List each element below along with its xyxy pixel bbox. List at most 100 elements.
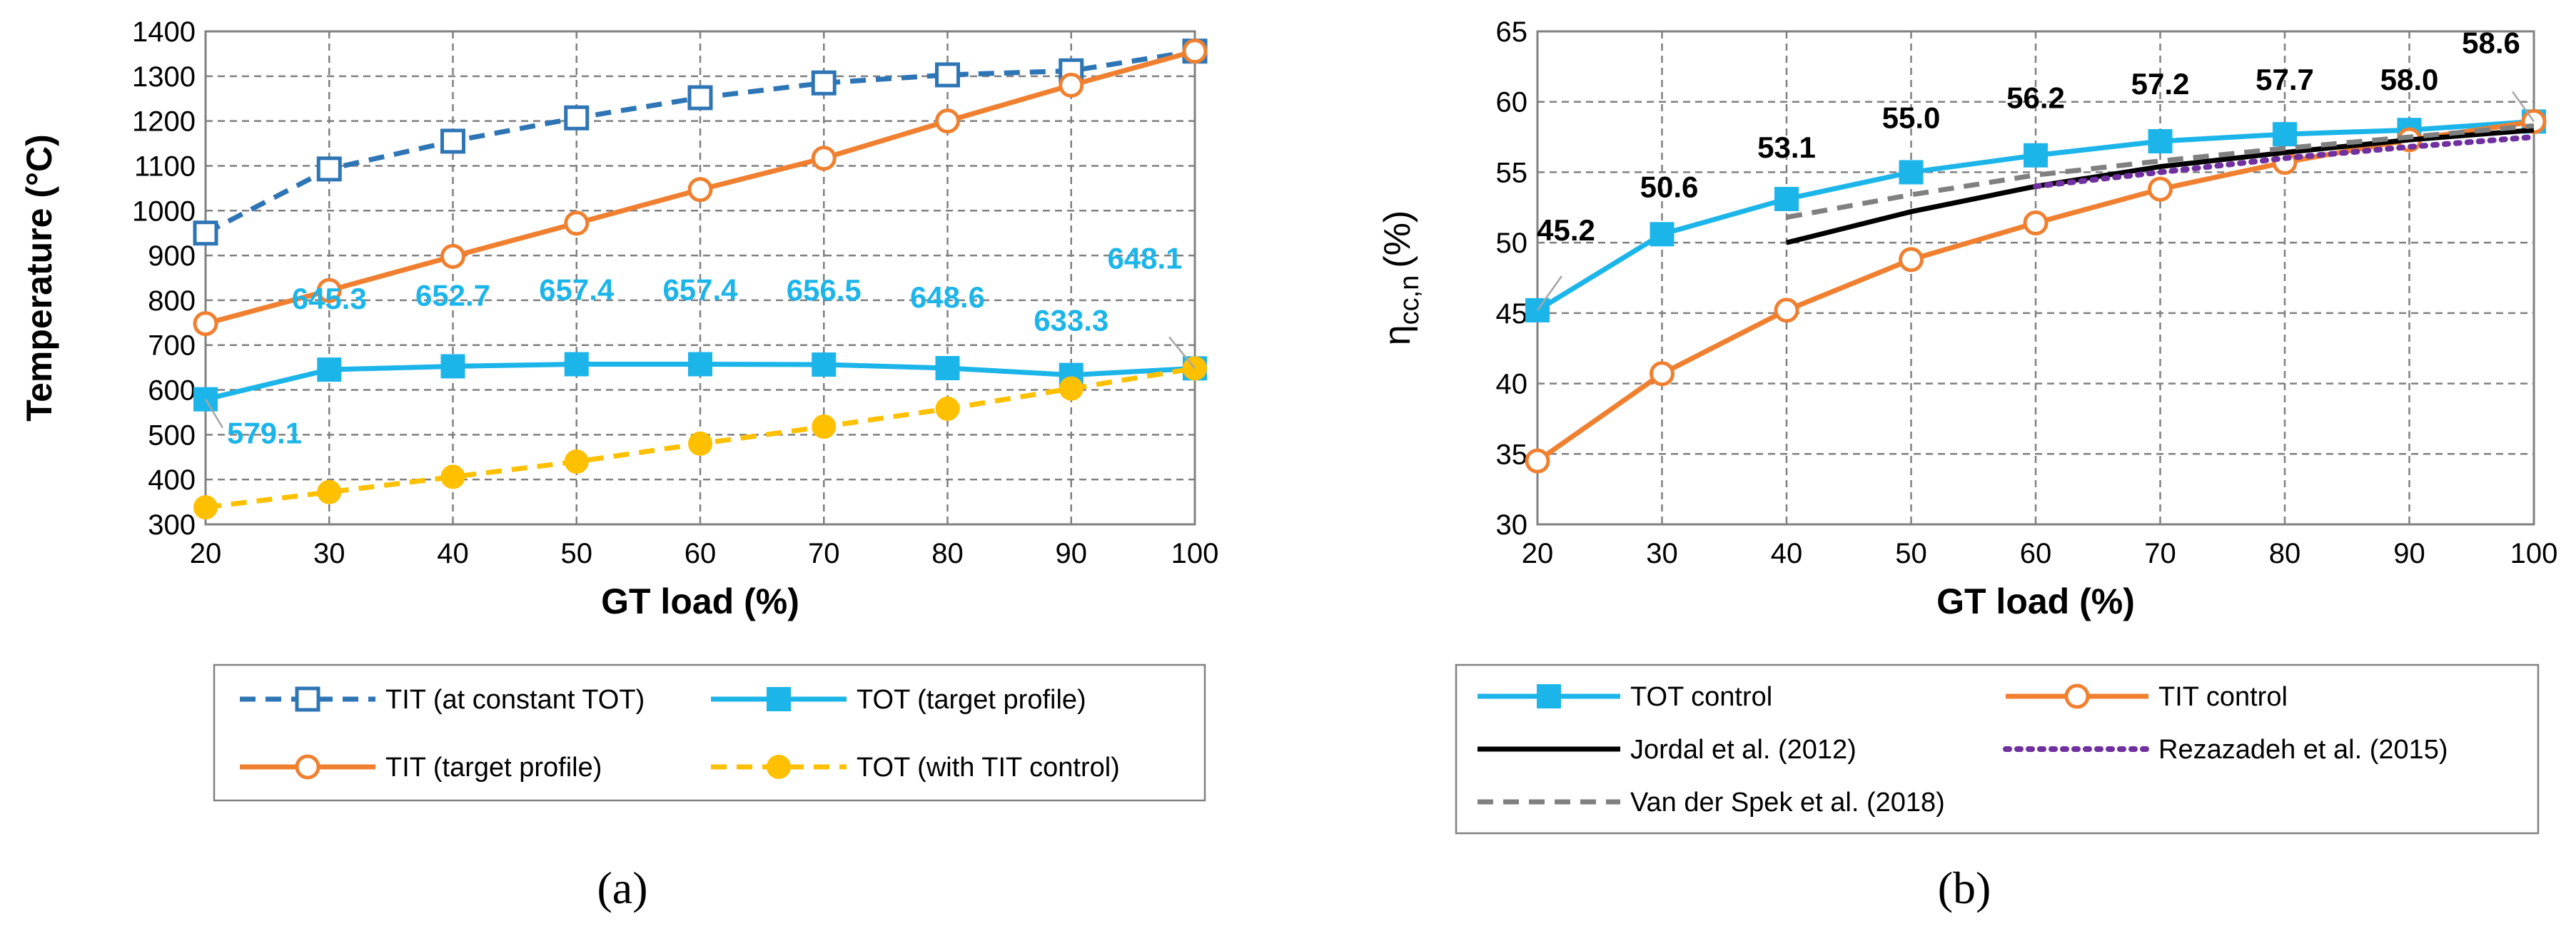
legend-item: TIT (target profile): [240, 753, 602, 783]
y-tick-label: 1000: [132, 195, 196, 227]
legend: TOT control TIT control Jordal et al. (201…: [1455, 663, 2540, 835]
x-tick-label: 70: [808, 538, 840, 569]
plot-frame: [204, 30, 1196, 526]
y-tick-label: 900: [148, 240, 196, 272]
data-point: [811, 70, 837, 96]
data-point: [564, 449, 589, 474]
x-tick-label: 80: [931, 538, 964, 569]
y-axis-title: ηcc,n (%): [1377, 210, 1425, 346]
y-tick-label: 1200: [132, 106, 196, 138]
data-point: [1525, 448, 1550, 474]
legend-item: TOT (with TIT control): [711, 753, 1120, 783]
y-tick-label: 40: [1496, 369, 1528, 400]
data-point: [317, 479, 342, 504]
data-label: 648.6: [910, 280, 985, 314]
data-point: [1183, 356, 1207, 381]
data-point: [687, 177, 713, 203]
x-tick-label: 70: [2144, 538, 2176, 569]
legend-label: Rezazadeh et al. (2015): [2158, 735, 2448, 765]
legend-item: Jordal et al. (2012): [1478, 735, 1857, 765]
x-tick-label: 40: [437, 538, 469, 569]
legend-swatch-marker: [2064, 683, 2090, 709]
x-tick-label: 100: [1171, 538, 1219, 569]
data-label: 579.1: [227, 417, 302, 450]
data-point: [193, 220, 218, 246]
chart-a: 20 30 40 50 60 70 80 90 100 300 400 500 600 700 800 900…: [19, 16, 1218, 913]
data-point: [811, 146, 837, 171]
legend-box: [213, 663, 1206, 802]
x-tick-label: 50: [561, 538, 593, 569]
x-tick-label: 40: [1771, 538, 1803, 569]
data-label: 58.6: [2462, 26, 2520, 59]
data-point: [2273, 122, 2297, 147]
data-point: [440, 243, 465, 269]
data-point: [1899, 247, 1924, 273]
legend-swatch-marker: [295, 686, 320, 712]
y-axis-title-symbol: η: [1377, 325, 1418, 345]
data-point: [317, 357, 342, 382]
y-tick-label: 60: [1496, 87, 1528, 118]
legend-label: TOT (target profile): [857, 685, 1086, 715]
y-tick-label: 800: [148, 285, 196, 317]
data-label: 56.2: [2006, 81, 2065, 115]
legend-item: Van der Spek et al. (2018): [1478, 788, 1945, 818]
data-point: [1182, 39, 1208, 64]
legend-label: TIT (at constant TOT): [385, 685, 645, 715]
data-label-leader: [1168, 336, 1196, 370]
data-label: 53.1: [1757, 131, 1816, 164]
data-point: [1059, 72, 1084, 98]
x-tick-label: 30: [1646, 538, 1678, 569]
series-line: [1786, 127, 2535, 245]
data-point: [1650, 361, 1675, 387]
x-axis-title: GT load (%): [1936, 581, 2135, 621]
x-tick-label: 80: [2269, 538, 2301, 569]
y-tick-label: 45: [1496, 298, 1528, 330]
data-point: [2148, 176, 2173, 202]
legend-item: TOT control: [1478, 682, 1772, 712]
data-label-leader: [2511, 91, 2535, 123]
data-label: 57.7: [2256, 63, 2314, 96]
legend-label: TIT control: [2158, 682, 2288, 712]
data-point: [935, 108, 960, 134]
y-tick-label: 1100: [134, 151, 196, 182]
data-point: [935, 62, 960, 88]
data-point: [2024, 143, 2048, 168]
data-point: [935, 356, 960, 381]
panel-label: (b): [1938, 863, 1991, 913]
data-point: [440, 354, 465, 379]
legend-item: TIT (at constant TOT): [240, 685, 645, 715]
plot-frame: [1536, 30, 2535, 526]
y-tick-label: 65: [1496, 16, 1528, 48]
data-point: [688, 431, 712, 456]
series-van-der-spek-et-al-2018: [1786, 123, 2535, 220]
legend-label: TOT control: [1630, 682, 1772, 712]
data-label: 633.3: [1034, 304, 1108, 337]
x-tick-label: 20: [190, 538, 222, 569]
y-tick-label: 500: [148, 419, 196, 451]
data-point: [440, 128, 465, 154]
data-point: [1059, 376, 1084, 401]
series-rezazadeh-et-al-2015: [2033, 134, 2537, 190]
data-point: [193, 311, 218, 337]
y-tick-label: 30: [1496, 509, 1528, 541]
y-axis-title-unit: (%): [1377, 210, 1418, 268]
y-tick-label: 50: [1496, 228, 1528, 259]
data-point: [193, 495, 218, 520]
data-label: 57.2: [2131, 67, 2190, 101]
data-point: [564, 210, 590, 236]
data-label: 50.6: [1640, 170, 1699, 203]
y-tick-label: 600: [148, 375, 196, 407]
legend-swatch-marker: [767, 755, 791, 779]
data-point: [688, 352, 712, 377]
y-tick-label: 1300: [132, 61, 196, 93]
y-tick-label: 300: [148, 509, 196, 541]
x-tick-label: 60: [2020, 538, 2052, 569]
series-jordal-et-al-2012: [1786, 127, 2535, 245]
data-label: 656.5: [787, 273, 862, 307]
y-tick-label: 55: [1496, 157, 1528, 188]
data-label-leader: [204, 399, 224, 429]
series-line: [2033, 134, 2537, 190]
data-label: 645.3: [292, 282, 367, 315]
data-label: 652.7: [415, 278, 490, 312]
